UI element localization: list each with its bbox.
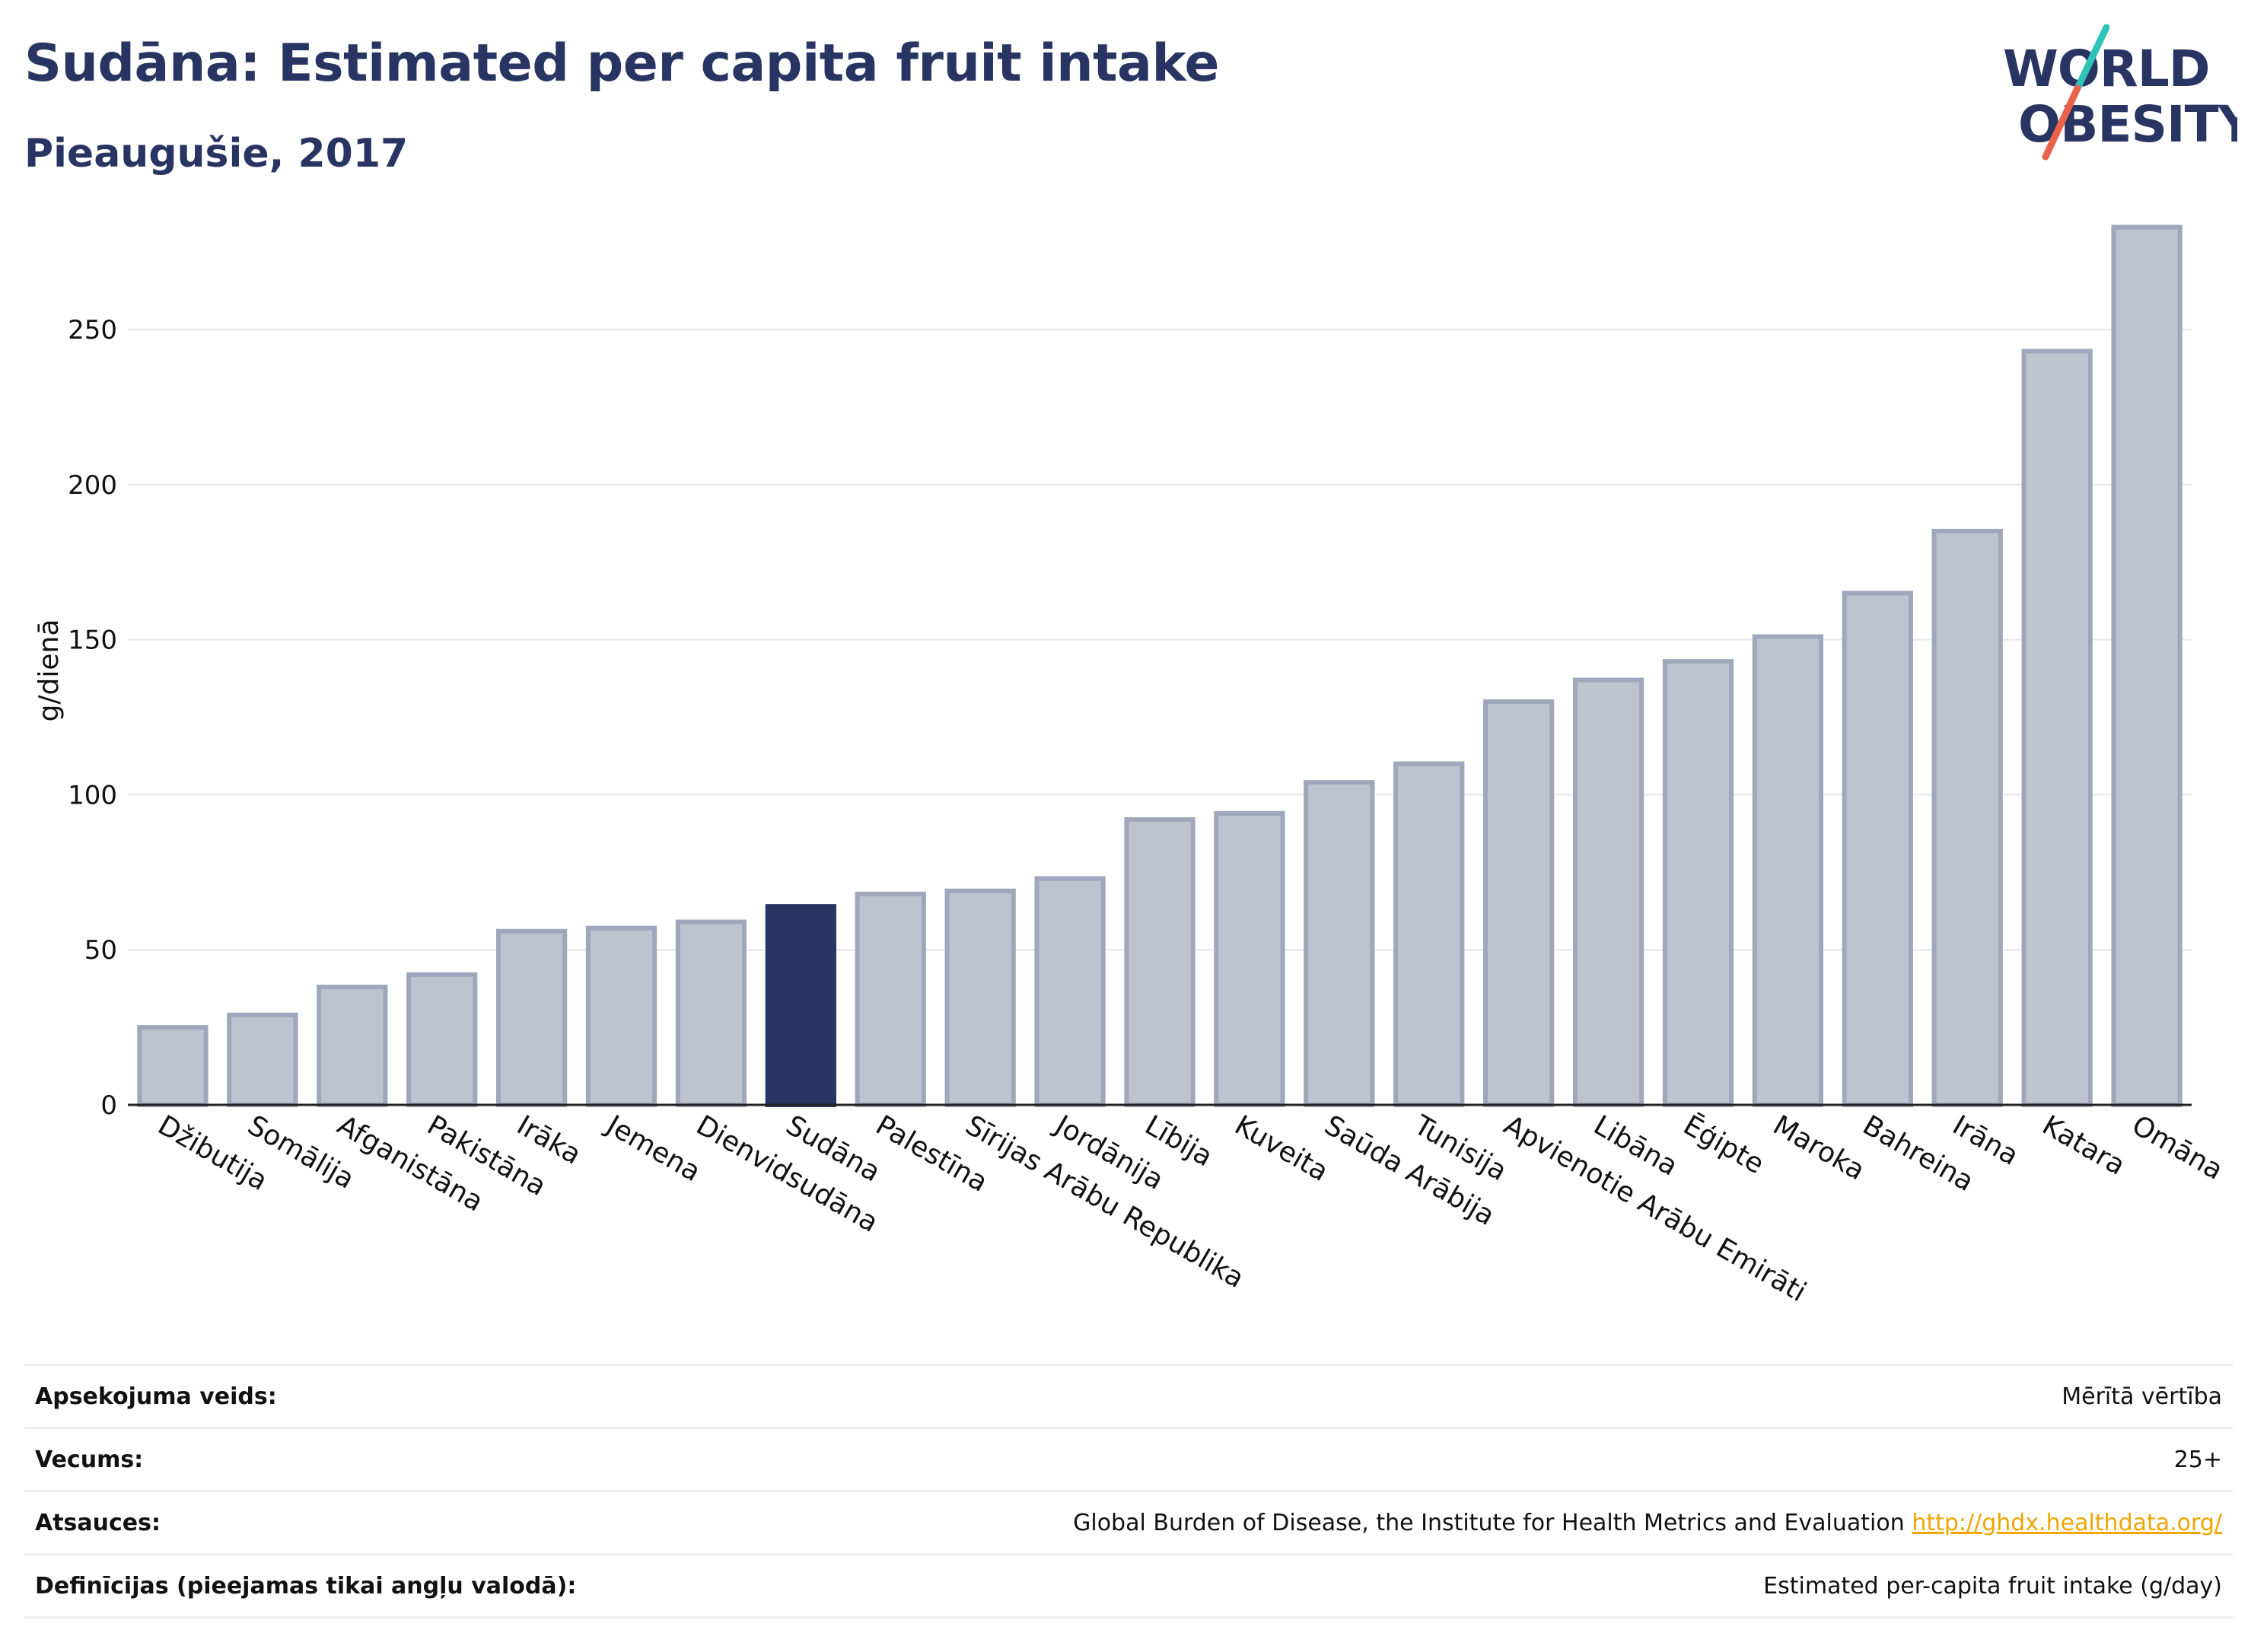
bar-Maroka[interactable] [1752,634,1824,1107]
world-obesity-logo: WORLD OBESITY [2003,24,2237,161]
bar-Katara[interactable] [2021,349,2093,1108]
bar-Džibutija[interactable] [137,1025,209,1107]
bar-Sīrijas Arābu Republika[interactable] [944,888,1016,1107]
y-tick-label: 150 [68,625,117,656]
bar-layer [137,224,2183,1108]
info-label: Definīcijas (pieejamas tikai angļu valod… [35,1572,577,1599]
y-tick-label: 250 [68,315,117,345]
bar-Ēģipte[interactable] [1662,659,1734,1107]
y-tick-label: 100 [68,780,117,810]
info-label: Atsauces: [35,1509,161,1536]
x-tick-layer: DžibutijaSomālijaAfganistānaPakistānaIrā… [152,1109,2227,1308]
bar-Saūda Arābija[interactable] [1304,780,1375,1107]
source-text: Global Burden of Disease, the Institute … [1073,1509,1905,1536]
bar-Jordānija[interactable] [1034,876,1106,1107]
y-tick-label: 0 [100,1090,117,1121]
info-label: Vecums: [35,1446,144,1473]
y-tick-label: 50 [84,935,117,966]
bar-Afganistāna[interactable] [317,985,388,1107]
bar-Omāna[interactable] [2111,224,2183,1108]
x-tick-label: Maroka [1768,1109,1870,1186]
x-tick-label: Ēģipte [1678,1109,1769,1180]
bar-Pakistāna[interactable] [406,972,478,1108]
page-title: Sudāna: Estimated per capita fruit intak… [24,33,1219,94]
logo-text-world: WORLD [2003,40,2210,98]
bar-Lībija[interactable] [1124,817,1196,1107]
bar-Sudāna[interactable] [765,904,836,1107]
bar-Irāka[interactable] [495,928,568,1107]
bar-Irāna[interactable] [1931,528,2003,1107]
y-axis-label: g/dienā [33,619,65,722]
bar-Palestīna[interactable] [855,891,926,1108]
info-value: Global Burden of Disease, the Institute … [741,1491,2233,1555]
bar-Libāna[interactable] [1572,677,1644,1107]
logo-slash-coral [2042,84,2081,161]
x-tick-label: Jemena [600,1109,705,1188]
logo-slash-teal [2074,24,2110,92]
page-subtitle: Pieaugušie, 2017 [24,131,409,177]
info-row-sources: Atsauces: Global Burden of Disease, the … [24,1491,2233,1555]
info-row-survey-type: Apsekojuma veids: Mērītā vērtība [24,1364,2233,1428]
bar-Tunisija[interactable] [1393,761,1465,1107]
bar-Kuveita[interactable] [1214,810,1285,1108]
x-tick-label: Kuveita [1229,1109,1333,1188]
info-row-age: Vecums: 25+ [24,1428,2233,1491]
x-tick-label: Omāna [2127,1109,2228,1186]
info-value: Estimated per-capita fruit intake (g/day… [1763,1572,2222,1599]
x-tick-label: Katara [2037,1109,2131,1182]
info-label: Apsekojuma veids: [35,1383,277,1410]
info-value: 25+ [2173,1446,2222,1473]
info-table: Apsekojuma veids: Mērītā vērtība Vecums:… [24,1364,2233,1619]
info-value: Mērītā vērtība [2062,1383,2222,1410]
bar-Jemena[interactable] [585,925,657,1108]
bar-chart: 0 50 100 150 200 250 DžibutijaSomālijaAfganis… [33,224,2228,1308]
y-tick-label: 200 [68,470,117,501]
bar-Dienvidsudāna[interactable] [675,919,747,1108]
source-link[interactable]: http://ghdx.healthdata.org/ [1912,1509,2222,1536]
bar-Apvienotie Arābu Emirāti[interactable] [1483,699,1555,1107]
bar-Bahreina[interactable] [1842,590,1913,1107]
y-tick-layer: 0 50 100 150 200 250 [68,315,117,1121]
info-row-definitions: Definīcijas (pieejamas tikai angļu valod… [24,1554,2233,1618]
bar-Somālija[interactable] [227,1012,298,1108]
